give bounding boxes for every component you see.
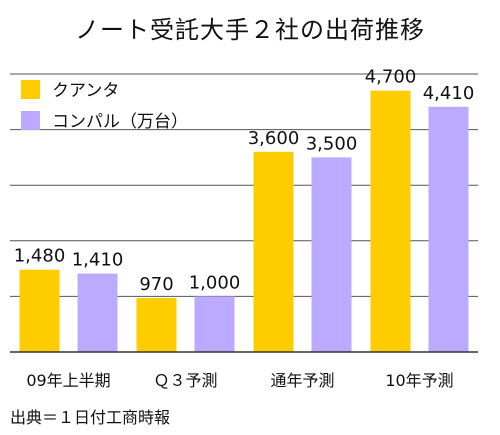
bar	[253, 151, 294, 352]
data-label: 4,410	[423, 83, 475, 104]
bar	[370, 90, 411, 353]
data-label: 1,000	[189, 272, 241, 293]
bar	[194, 296, 235, 352]
data-label: 970	[139, 274, 173, 295]
source-note: 出典＝１日付工商時報	[10, 408, 171, 427]
legend-label: クアンタ	[52, 81, 119, 101]
data-label: 1,410	[72, 250, 124, 271]
legend-swatch	[21, 80, 40, 99]
x-tick-label: 09年上半期	[26, 371, 110, 390]
bar	[19, 269, 60, 352]
x-tick-label: Ｑ３予測	[153, 371, 217, 390]
data-label: 4,700	[365, 67, 417, 88]
bar	[136, 298, 177, 352]
data-label: 1,480	[14, 246, 66, 267]
bar	[77, 273, 118, 352]
x-tick-label: 通年予測	[270, 371, 334, 390]
data-label: 3,600	[248, 128, 300, 149]
chart-title: ノート受託大手２社の出荷推移	[75, 16, 425, 44]
legend-swatch	[21, 111, 40, 130]
bar	[428, 106, 469, 352]
bar	[311, 157, 352, 352]
x-tick-label: 10年予測	[385, 371, 453, 390]
legend-label: コンパル（万台）	[52, 112, 188, 132]
data-label: 3,500	[306, 133, 358, 154]
